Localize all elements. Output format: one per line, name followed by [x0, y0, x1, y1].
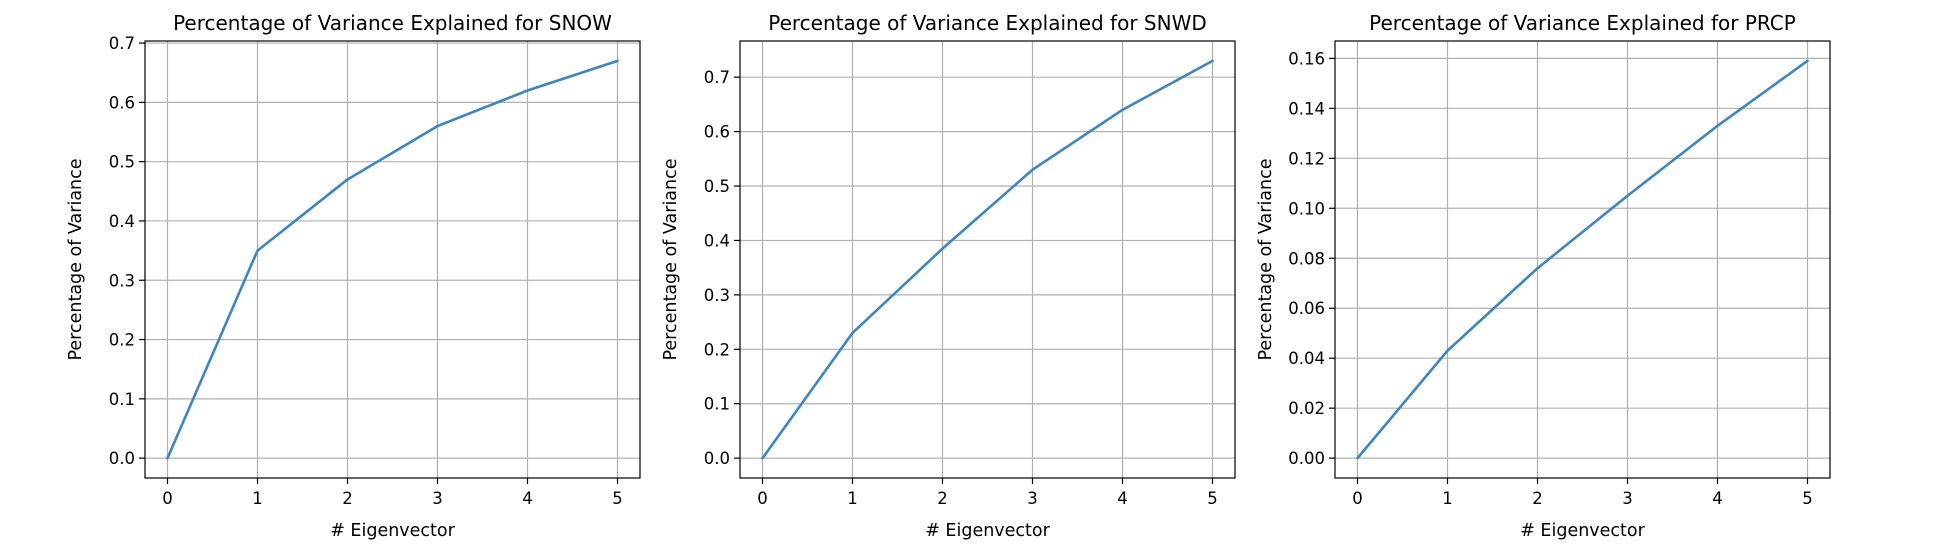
x-tick-label: 0	[757, 489, 768, 508]
y-tick-label: 0.1	[704, 395, 730, 414]
data-series-line	[1356, 59, 1809, 460]
x-tick-label: 0	[162, 489, 173, 508]
y-tick-label: 0.00	[1288, 449, 1325, 468]
x-tick-label: 5	[1207, 489, 1218, 508]
chart-panel-1: 0 1 2 3 4 5 0.0 0.1 0.2 0.3 0.4 0.5 0.6 0.7 Percentage…	[66, 11, 641, 541]
chart-panel-2: 0 1 2 3 4 5 0.0 0.1 0.2 0.3 0.4 0.5 0.6 0.7 Percentage…	[661, 11, 1236, 541]
x-tick-label: 4	[1712, 489, 1723, 508]
y-tick-label: 0.0	[109, 449, 135, 468]
x-tick-label: 4	[1117, 489, 1128, 508]
chart-title: Percentage of Variance Explained for SNO…	[173, 11, 612, 35]
y-tick-label: 0.5	[704, 177, 730, 196]
x-tick-label: 5	[612, 489, 623, 508]
x-axis-label: # Eigenvector	[1520, 521, 1645, 541]
plot-frame	[739, 40, 1236, 479]
y-tick-label: 0.12	[1288, 149, 1325, 168]
y-axis-label: Percentage of Variance	[1256, 158, 1276, 360]
y-tick-label: 0.14	[1288, 99, 1325, 118]
plot-frame	[1334, 40, 1831, 479]
x-tick-label: 2	[1532, 489, 1543, 508]
x-tick-label: 3	[432, 489, 443, 508]
chart-title: Percentage of Variance Explained for PRC…	[1369, 11, 1796, 35]
y-tick-label: 0.6	[704, 123, 730, 142]
x-tick-label: 2	[937, 489, 948, 508]
y-tick-label: 0.4	[704, 231, 730, 250]
y-tick-label: 0.2	[109, 331, 135, 350]
chart-panel-3: 0 1 2 3 4 5 0.00 0.02 0.04 0.06 0.08 0.10 0.12 0.14 0.…	[1256, 11, 1831, 541]
x-tick-label: 3	[1622, 489, 1633, 508]
y-tick-label: 0.7	[109, 34, 135, 53]
x-tick-label: 1	[1442, 489, 1453, 508]
x-tick-label: 3	[1027, 489, 1038, 508]
y-tick-label: 0.1	[109, 390, 135, 409]
y-axis-label: Percentage of Variance	[661, 158, 681, 360]
data-series-line	[761, 59, 1214, 460]
y-axis-label: Percentage of Variance	[66, 158, 86, 360]
y-tick-label: 0.3	[704, 286, 730, 305]
y-tick-label: 0.0	[704, 449, 730, 468]
x-axis-label: # Eigenvector	[925, 521, 1050, 541]
y-tick-label: 0.10	[1288, 199, 1325, 218]
y-tick-label: 0.04	[1288, 349, 1325, 368]
x-tick-label: 1	[252, 489, 263, 508]
x-tick-label: 4	[522, 489, 533, 508]
y-tick-label: 0.16	[1288, 49, 1325, 68]
data-series-line	[166, 59, 619, 460]
y-tick-label: 0.08	[1288, 249, 1325, 268]
x-axis-label: # Eigenvector	[330, 521, 455, 541]
y-tick-label: 0.4	[109, 212, 135, 231]
x-tick-label: 0	[1352, 489, 1363, 508]
x-tick-label: 1	[847, 489, 858, 508]
y-tick-label: 0.2	[704, 340, 730, 359]
x-tick-label: 5	[1802, 489, 1813, 508]
y-tick-label: 0.7	[704, 68, 730, 87]
y-tick-label: 0.06	[1288, 299, 1325, 318]
y-tick-label: 0.3	[109, 271, 135, 290]
y-tick-label: 0.02	[1288, 399, 1325, 418]
y-tick-label: 0.5	[109, 153, 135, 172]
x-tick-label: 2	[342, 489, 353, 508]
plot-frame	[144, 40, 641, 479]
chart-title: Percentage of Variance Explained for SNW…	[768, 11, 1207, 35]
y-tick-label: 0.6	[109, 93, 135, 112]
